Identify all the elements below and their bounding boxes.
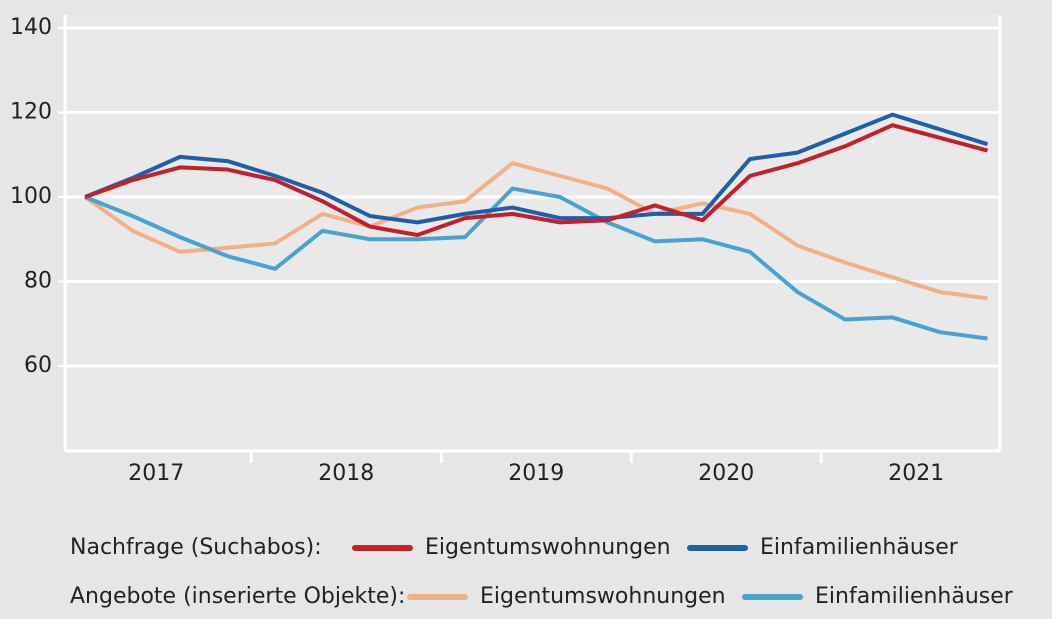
y-tick-label: 80	[24, 269, 52, 294]
x-tick-label: 2019	[508, 461, 564, 486]
y-tick-label: 140	[10, 15, 52, 40]
series-line	[84, 123, 989, 238]
x-tick-label: 2021	[888, 461, 944, 486]
y-tick-label: 60	[24, 353, 52, 378]
y-tick-label: 120	[10, 100, 52, 125]
x-tick-label: 2020	[698, 461, 754, 486]
legend-group-label: Nachfrage (Suchabos):	[70, 535, 322, 560]
series-line	[84, 186, 988, 341]
plot-area	[65, 15, 1000, 451]
legend-label: Eigentumswohnungen	[480, 584, 726, 609]
y-tick-label: 100	[10, 184, 52, 209]
series-line	[84, 112, 989, 225]
series-line	[83, 161, 988, 301]
legend-label: Einfamilienhäuser	[760, 535, 959, 560]
legend-group-label: Angebote (inserierte Objekte):	[70, 584, 405, 609]
x-tick-label: 2018	[318, 461, 374, 486]
legend-label: Einfamilienhäuser	[815, 584, 1014, 609]
legend-label: Eigentumswohnungen	[425, 535, 671, 560]
x-tick-label: 2017	[128, 461, 184, 486]
